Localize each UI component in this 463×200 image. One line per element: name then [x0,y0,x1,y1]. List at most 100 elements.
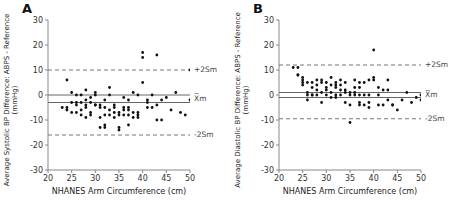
scatter-point [160,119,163,122]
scatter-point [401,99,404,102]
scatter-point [103,124,106,127]
scatter-point [103,126,106,129]
x-tick [190,170,191,173]
scatter-point [320,91,323,94]
scatter-point [113,116,116,119]
scatter-point [306,99,309,102]
x-tick [95,170,96,173]
scatter-point [358,104,361,107]
scatter-point [170,109,173,112]
scatter-point [315,84,318,87]
scatter-point [61,106,64,109]
scatter-point [108,86,111,89]
line-label: X̅m [194,93,206,102]
scatter-point [89,101,92,104]
scatter-point [320,81,323,84]
scatter-point [179,111,182,114]
scatter-point [311,81,314,84]
scatter-point [301,79,304,82]
panel: 20253035404550-30-20-100102030NHANES Arm… [234,1,448,196]
x-tick-label: 50 [416,174,426,183]
scatter-point [330,91,333,94]
scatter-point [165,96,168,99]
y-tick-label: -20 [30,141,43,150]
y-axis-label: Average Systolic BP Difference: ABPS - R… [3,14,19,187]
y-tick [276,95,279,96]
x-axis-label: NHANES Arm Circumference (cm) [283,187,417,196]
scatter-point [315,94,318,97]
scatter-point [325,81,328,84]
x-tick [302,170,303,173]
scatter-point [137,94,140,97]
scatter-point [146,99,149,102]
y-axis-label: Average Diastolic BP Difference: ABPS - … [234,12,250,188]
scatter-point [363,94,366,97]
scatter-point [155,54,158,57]
scatter-point [66,106,69,109]
x-tick-label: 30 [321,174,331,183]
scatter-point [84,104,87,107]
scatter-point [137,116,140,119]
scatter-point [160,99,163,102]
scatter-point [137,114,140,117]
y-tick [45,95,48,96]
scatter-point [297,74,300,77]
scatter-point [339,84,342,87]
scatter-point [349,121,352,124]
scatter-point [94,91,97,94]
scatter-point [344,91,347,94]
scatter-point [84,99,87,102]
scatter-point [118,114,121,117]
y-tick-label: -10 [30,116,43,125]
y-tick-label: 0 [269,91,274,100]
y-tick [45,120,48,121]
scatter-point [358,86,361,89]
bound-line [279,65,421,66]
scatter-point [146,106,149,109]
scatter-point [141,51,144,54]
chart-root: 20253035404550-30-20-100102030NHANES Arm… [0,0,463,200]
scatter-point [99,116,102,119]
scatter-point [415,96,418,99]
line-label: -2Sm [194,130,214,139]
scatter-point [84,89,87,92]
scatter-point [84,106,87,109]
scatter-point [103,114,106,117]
x-tick-label: 50 [185,174,195,183]
scatter-point [344,101,347,104]
scatter-point [66,109,69,112]
x-tick [119,170,120,173]
scatter-point [306,91,309,94]
x-tick-label: 20 [43,174,53,183]
scatter-point [372,49,375,52]
scatter-point [141,56,144,59]
scatter-point [410,101,413,104]
scatter-point [311,94,314,97]
x-tick-label: 35 [345,174,355,183]
panel-label: B [253,1,263,16]
y-tick [276,145,279,146]
scatter-point [75,101,78,104]
y-tick [45,70,48,71]
y-tick [45,45,48,46]
y-tick [45,20,48,21]
scatter-point [127,124,130,127]
panel: 20253035404550-30-20-100102030NHANES Arm… [3,1,217,196]
scatter-point [353,94,356,97]
x-tick-label: 45 [392,174,402,183]
scatter-point [94,104,97,107]
scatter-point [292,66,295,69]
scatter-point [325,94,328,97]
scatter-point [330,84,333,87]
y-tick [276,45,279,46]
scatter-point [405,91,408,94]
scatter-point [127,109,130,112]
scatter-point [386,89,389,92]
y-tick-label: -10 [261,116,274,125]
scatter-point [353,86,356,89]
scatter-point [122,109,125,112]
scatter-point [80,101,83,104]
scatter-point [301,84,304,87]
scatter-point [137,111,140,114]
x-tick-label: 40 [138,174,148,183]
